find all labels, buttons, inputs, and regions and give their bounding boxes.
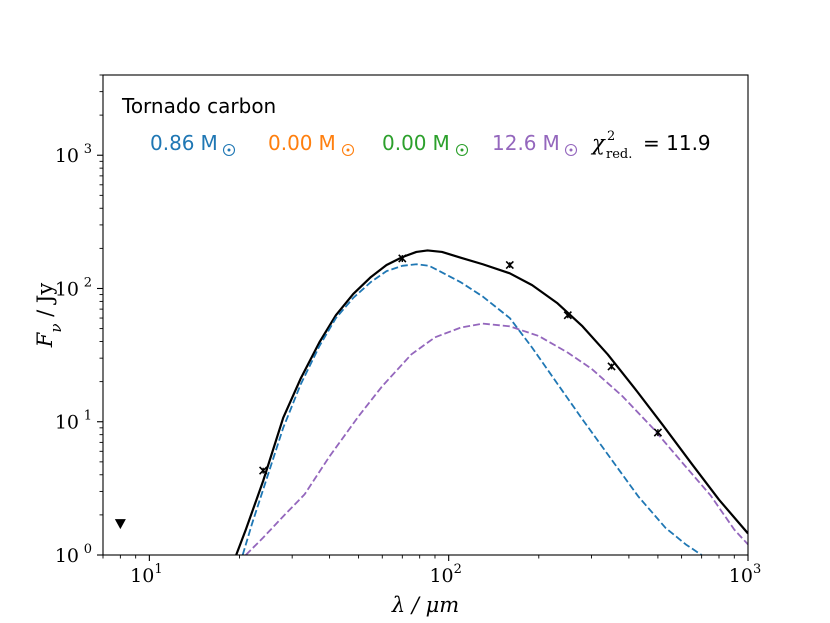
data-point (607, 362, 616, 371)
data-point (563, 311, 572, 320)
legend-entry-3: 0.00 M (382, 131, 469, 157)
sun-symbol-icon (564, 143, 578, 157)
series-line-2 (241, 263, 703, 555)
legend-unit: M (543, 131, 560, 155)
svg-text:0.86M: 0.86 M (150, 131, 218, 155)
data-point (653, 428, 663, 437)
x-tick-label: 102 (429, 562, 461, 587)
sun-symbol-icon (341, 143, 355, 157)
legend-entry-2: 0.00 M (268, 131, 355, 157)
series-line-1 (235, 249, 748, 555)
y-tick-label: 10 (55, 145, 79, 167)
y-tick-exponent: 1 (84, 409, 92, 424)
y-tick-label: 10 (55, 278, 79, 300)
upper-limit-marker (114, 519, 126, 530)
chi-symbol: χ (590, 131, 606, 155)
data-point (505, 260, 514, 270)
chi-value: = 11.9 (643, 131, 711, 155)
data-point (259, 466, 268, 475)
x-axis-label: λ / μm (391, 593, 459, 617)
sun-symbol-icon (222, 143, 236, 157)
svg-text:0.00M: 0.00 M (268, 131, 336, 155)
y-axis-label: Fν / Jy (33, 283, 65, 349)
legend-unit: M (433, 131, 450, 155)
x-tick-label: 103 (729, 562, 761, 587)
y-tick-label: 10 (55, 412, 79, 434)
legend: 0.86 M 0.00 M 0.00 M 12.6 M χ 2 red. = 11.9 (150, 129, 711, 162)
chart-title: Tornado carbon (121, 94, 276, 118)
legend-unit: M (319, 131, 336, 155)
legend-entry-1: 0.86 M (150, 131, 236, 157)
chi-squared-label: χ 2 red. = 11.9 (590, 129, 711, 162)
sun-symbol-icon (455, 143, 469, 157)
y-tick-exponent: 3 (84, 142, 92, 157)
y-tick-label: 10 (55, 545, 79, 567)
legend-value: 0.00 (268, 131, 313, 155)
plot-area (103, 75, 748, 555)
data-point (398, 254, 407, 263)
svg-text:12.6M: 12.6 M (492, 131, 560, 155)
svg-text:0.00M: 0.00 M (382, 131, 450, 155)
legend-value: 0.00 (382, 131, 427, 155)
series-line-3 (245, 322, 748, 555)
legend-value: 0.86 (150, 131, 195, 155)
chi-superscript: 2 (607, 129, 615, 144)
y-tick-exponent: 0 (84, 542, 92, 557)
y-tick-exponent: 2 (84, 275, 92, 290)
x-tick-label: 101 (130, 562, 162, 587)
legend-entry-4: 12.6 M (492, 131, 578, 157)
legend-value: 12.6 (492, 131, 537, 155)
data-points-layer (114, 254, 663, 530)
axes-frame (102, 74, 749, 556)
chi-subscript: red. (606, 147, 632, 162)
series-layer (235, 249, 748, 555)
legend-unit: M (201, 131, 218, 155)
